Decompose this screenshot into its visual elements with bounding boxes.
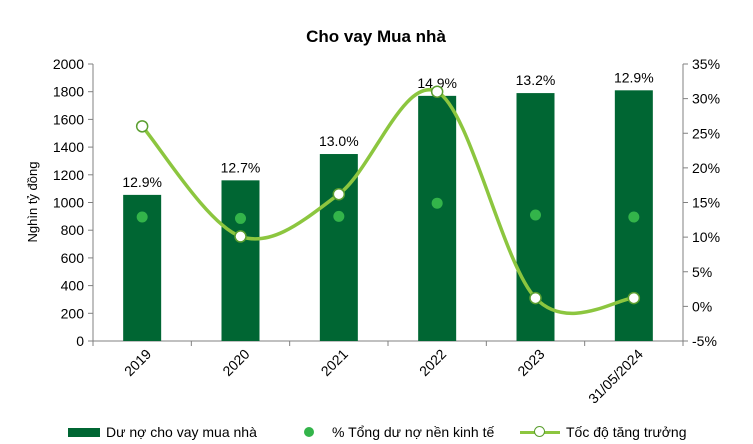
y-tick-label-right: 35% [692,56,720,72]
x-tick-label: 2020 [219,346,252,379]
y-tick-label-left: 1600 [53,111,84,127]
x-tick-label: 31/05/2024 [585,346,646,407]
growth-point [234,230,247,243]
y-tick-label-left: 0 [76,333,84,349]
y-tick-label-left: 1200 [53,167,84,183]
x-tick-label: 2022 [416,346,449,379]
share-point [235,212,246,224]
growth-point [135,120,149,133]
bar-data-label: 13.0% [319,133,359,149]
bar-data-label: 12.9% [122,174,162,190]
chart-title: Cho vay Mua nhà [306,27,446,46]
y-tick-label-right: 10% [692,229,720,245]
y-tick-label-right: 0% [692,298,712,314]
bar [418,95,457,341]
legend: Dư nợ cho vay mua nhà % Tổng dư nợ nền k… [0,420,753,444]
x-tick-label: 2021 [318,346,351,379]
y-tick-label-left: 400 [61,278,85,294]
share-point [431,197,443,209]
growth-point [627,291,641,305]
x-tick-label: 2023 [514,346,547,379]
growth-point [430,85,444,98]
bar-data-label: 14.9% [417,75,457,91]
y-tick-label-left: 1800 [53,84,84,100]
legend-swatch-line [520,426,560,438]
share-point [136,211,148,223]
legend-label-growth: Tốc độ tăng trưởng [566,424,687,440]
legend-item-balance: Dư nợ cho vay mua nhà [68,424,257,440]
chart: Cho vay Mua nhà Nghìn tỷ đồng 0 200 400 600… [25,27,720,407]
y-tick-label-right: -5% [692,333,717,349]
y-tick-label-right: 5% [692,264,712,280]
share-point [530,209,541,221]
legend-swatch-dot [304,427,314,437]
y-tick-label-left: 200 [61,305,85,321]
x-tick-label: 2019 [121,346,154,379]
y-tick-label-left: 800 [61,222,85,238]
plot-area: 0 200 400 600 800 1000 1200 1400 1600 1800 2000 -5%… [53,56,720,407]
legend-item-share: % Tổng dư nợ nền kinh tế [300,424,494,440]
bar [319,154,358,341]
y-tick-label-right: 30% [692,91,720,107]
bar [221,180,260,341]
legend-swatch-bar [68,427,100,437]
share-point [333,210,345,222]
y-tick-label-left: 600 [61,250,85,266]
y-tick-label-left: 2000 [53,56,84,72]
growth-point [332,187,346,201]
legend-item-growth: Tốc độ tăng trưởng [520,424,687,440]
y-tick-label-right: 15% [692,195,720,211]
y-tick-label-left: 1000 [53,195,84,211]
legend-label-balance: Dư nợ cho vay mua nhà [106,424,257,440]
y-tick-label-right: 25% [692,125,720,141]
y-tick-label-left: 1400 [53,139,84,155]
legend-label-share: % Tổng dư nợ nền kinh tế [332,424,495,440]
growth-point [529,291,542,305]
bar-data-label: 12.7% [221,159,261,175]
growth-line [140,87,636,316]
bar-data-label: 13.2% [516,72,556,88]
y-tick-label-right: 20% [692,160,720,176]
share-point [628,211,640,223]
y-axis-label: Nghìn tỷ đồng [25,162,40,243]
bar-data-label: 12.9% [614,69,654,85]
